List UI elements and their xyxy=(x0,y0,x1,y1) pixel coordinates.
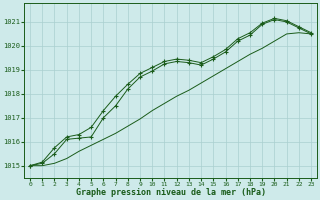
X-axis label: Graphe pression niveau de la mer (hPa): Graphe pression niveau de la mer (hPa) xyxy=(76,188,266,197)
